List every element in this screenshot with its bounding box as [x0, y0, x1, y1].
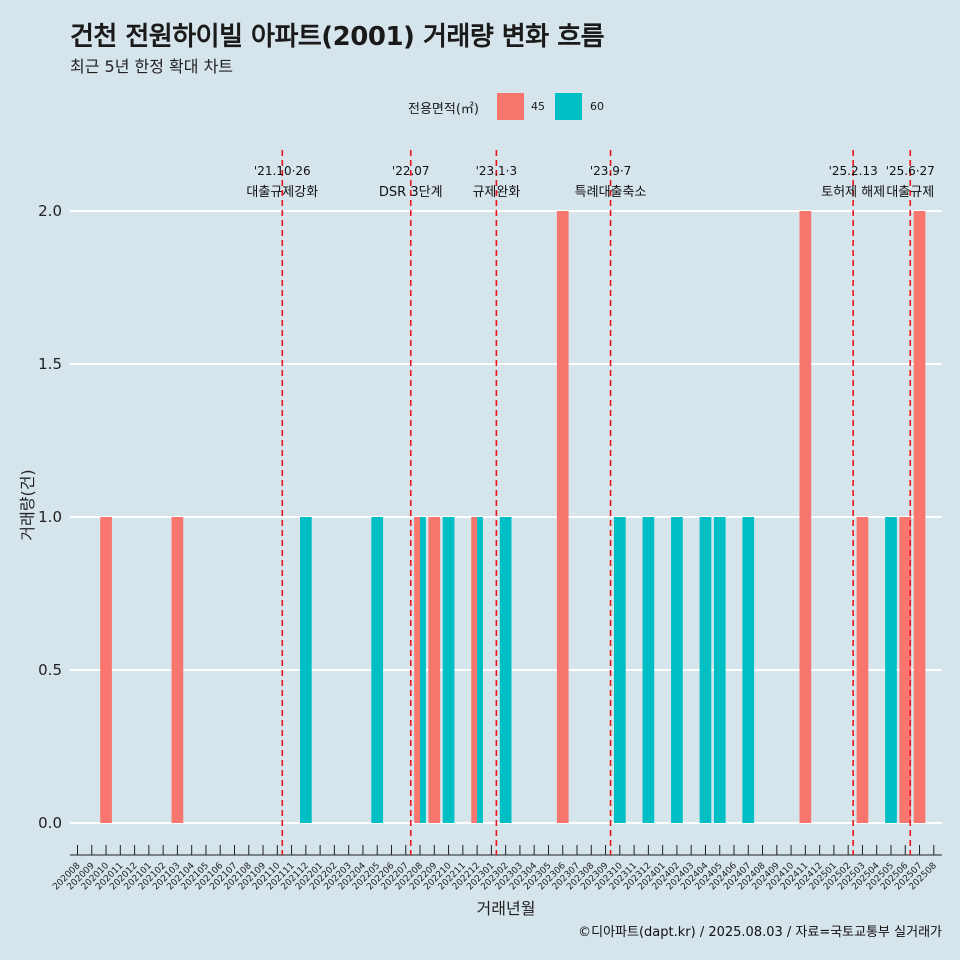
y-axis-title: 거래량(건) — [18, 469, 37, 540]
y-tick-label: 0.0 — [38, 814, 62, 832]
chart-title: 건천 전원하이빌 아파트(2001) 거래량 변화 흐름 — [70, 22, 605, 52]
bar-60-202404 — [699, 517, 712, 823]
policy-label-202207: DSR 3단계 — [379, 185, 443, 200]
policy-label-202506: 대출규제 — [886, 185, 934, 200]
bar-60-202405 — [713, 517, 726, 823]
bar-60-202310 — [613, 517, 626, 823]
y-tick-label: 1.5 — [38, 355, 62, 373]
legend: 전용면적(㎡) 45 60 — [0, 92, 960, 122]
x-axis-title: 거래년월 — [477, 899, 536, 918]
legend-label-60: 60 — [590, 100, 604, 113]
policy-date-202301: '23.1·3 — [476, 164, 517, 178]
bar-45-202212 — [471, 517, 478, 823]
bar-45-202103 — [171, 517, 184, 823]
policy-label-202502: 토허제 해제 — [821, 185, 885, 200]
policy-date-202506: '25.6·27 — [886, 164, 935, 178]
bar-45-202306 — [556, 211, 569, 823]
bar-45-202503 — [856, 517, 869, 823]
bar-60-202302 — [499, 517, 512, 823]
bar-45-202010 — [100, 517, 112, 823]
bar-45-202411 — [799, 211, 812, 823]
legend-swatch-45 — [497, 93, 524, 120]
legend-label-45: 45 — [531, 100, 545, 113]
policy-label-202301: 규제완화 — [472, 185, 520, 200]
policy-label-202110: 대출규제강화 — [246, 185, 318, 200]
policy-date-202207: '22.07 — [392, 164, 430, 178]
bar-45-202506 — [899, 517, 912, 823]
bar-60-202210 — [442, 517, 455, 823]
bar-60-202205 — [371, 517, 384, 823]
bar-60-202112 — [299, 517, 312, 823]
legend-title: 전용면적(㎡) — [408, 102, 479, 117]
bar-60-202212 — [477, 517, 483, 823]
bar-45-202208 — [414, 517, 421, 823]
bar-60-202208 — [420, 517, 426, 823]
bar-60-202312 — [642, 517, 655, 823]
policy-date-202309: '23.9·7 — [590, 164, 631, 178]
bar-45-202507 — [913, 211, 926, 823]
policy-date-202502: '25.2.13 — [829, 164, 878, 178]
bar-60-202505 — [885, 517, 897, 823]
policy-date-202110: '21.10·26 — [254, 164, 311, 178]
legend-swatch-60 — [555, 93, 582, 120]
source-caption: ©디아파트(dapt.kr) / 2025.08.03 / 자료=국토교통부 실… — [578, 925, 942, 940]
bar-60-202402 — [671, 517, 683, 823]
policy-label-202309: 특례대출축소 — [575, 185, 647, 200]
y-tick-label: 0.5 — [38, 661, 62, 679]
y-tick-label: 1.0 — [38, 508, 62, 526]
chart-subtitle: 최근 5년 한정 확대 차트 — [70, 57, 234, 76]
bar-60-202407 — [742, 517, 755, 823]
y-tick-label: 2.0 — [38, 202, 62, 220]
bar-45-202209 — [428, 517, 441, 823]
